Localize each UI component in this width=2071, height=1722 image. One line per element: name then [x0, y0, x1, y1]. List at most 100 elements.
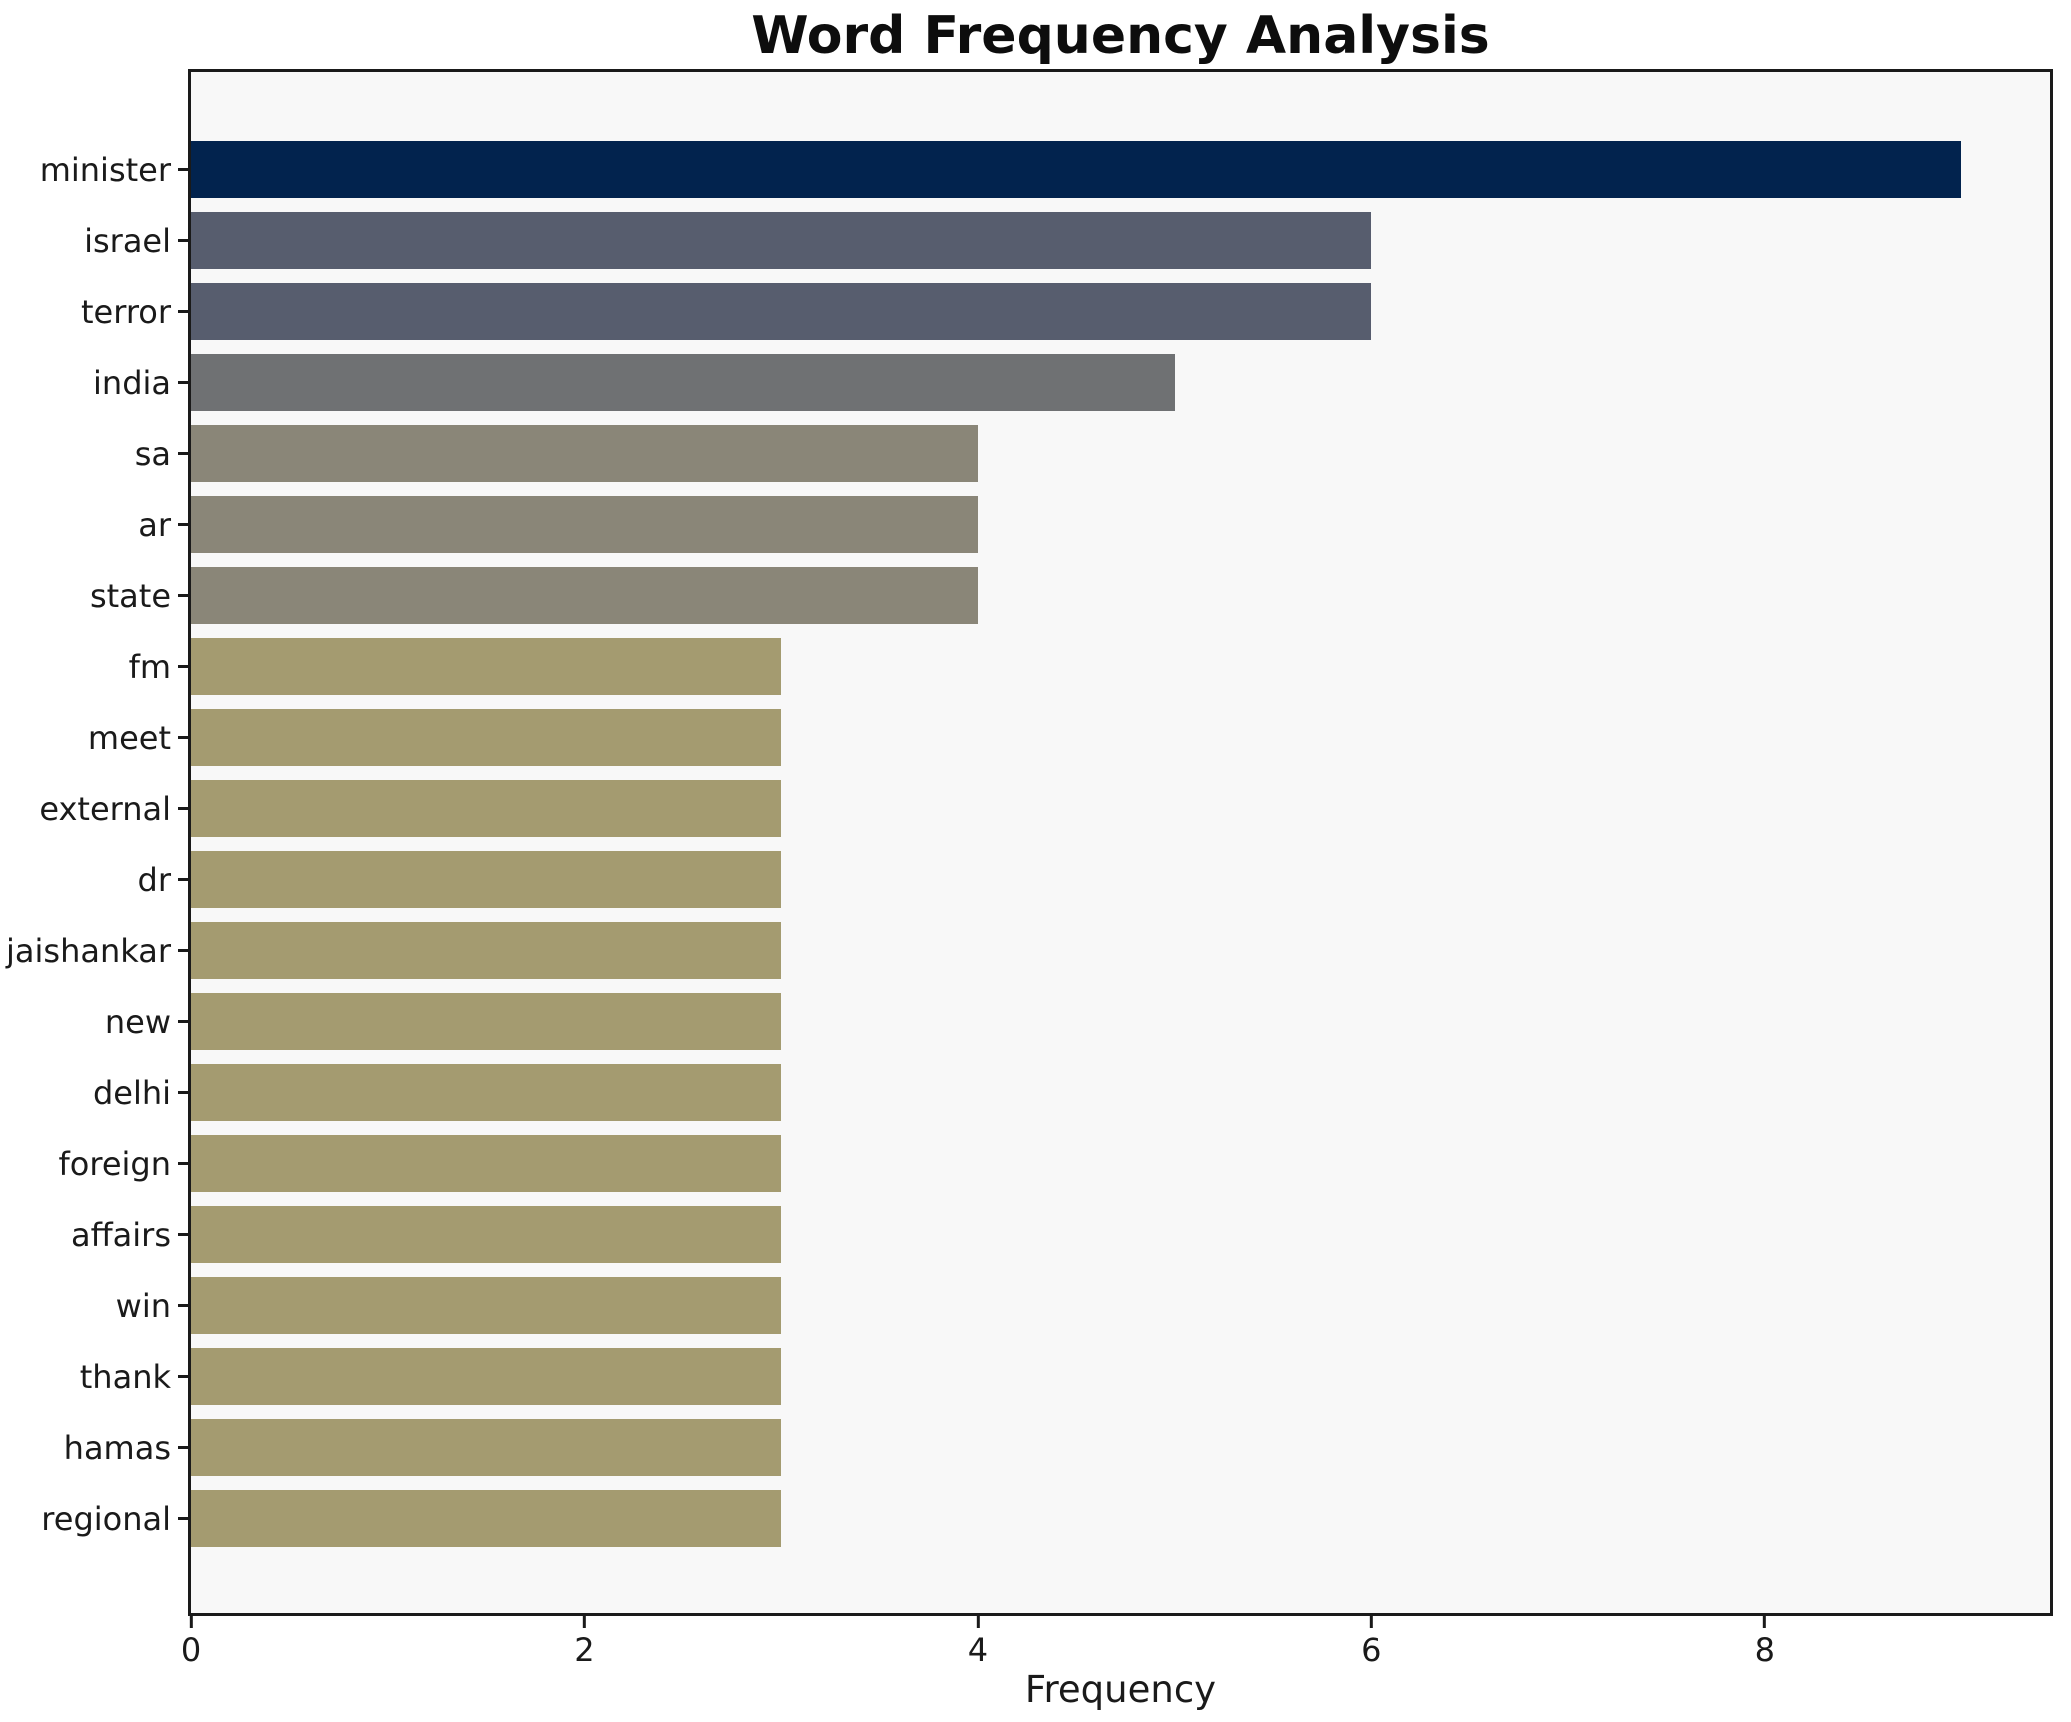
bar-thank	[191, 1348, 782, 1405]
chart-title: Word Frequency Analysis	[751, 6, 1490, 66]
bar-dr	[191, 851, 782, 908]
y-tick-mark	[178, 168, 188, 171]
bar-row	[191, 489, 2050, 560]
bar-row	[191, 276, 2050, 347]
bar-row	[191, 1341, 2050, 1412]
bar-row	[191, 205, 2050, 276]
y-tick-label: state	[89, 576, 171, 615]
bar-row	[191, 986, 2050, 1057]
x-tick-mark	[1763, 1616, 1767, 1628]
y-row: jaishankar	[0, 915, 188, 986]
y-tick-label: fm	[128, 647, 171, 686]
bar-row	[191, 1270, 2050, 1341]
bar-foreign	[191, 1135, 782, 1192]
y-tick-label: delhi	[92, 1073, 171, 1112]
y-row: minister	[0, 134, 188, 205]
bar-row	[191, 1483, 2050, 1554]
bar-external	[191, 780, 782, 837]
bar-row	[191, 915, 2050, 986]
bar-row	[191, 773, 2050, 844]
bar-new	[191, 993, 782, 1050]
x-axis: 0 2 4 6 8	[181, 1616, 2050, 1686]
y-row: terror	[0, 276, 188, 347]
y-row: fm	[0, 631, 188, 702]
y-row: meet	[0, 702, 188, 773]
y-tick-mark	[178, 949, 188, 952]
x-tick-label: 4	[967, 1631, 989, 1669]
x-tick-label: 0	[180, 1631, 202, 1669]
x-tick: 4	[968, 1616, 988, 1666]
x-tick-mark	[1369, 1616, 1373, 1628]
y-row: israel	[0, 205, 188, 276]
y-row: delhi	[0, 1057, 188, 1128]
y-axis-labels: minister israel terror india sa ar state fm meet…	[0, 72, 188, 1613]
bar-state	[191, 567, 978, 624]
y-tick-mark	[178, 452, 188, 455]
y-tick-label: minister	[39, 150, 171, 189]
bar-row	[191, 134, 2050, 205]
bar-sa	[191, 425, 978, 482]
y-tick-mark	[178, 1233, 188, 1236]
bar-fm	[191, 638, 782, 695]
bar-row	[191, 702, 2050, 773]
y-tick-label: affairs	[71, 1215, 171, 1254]
y-tick-label: dr	[137, 860, 171, 899]
bar-jaishankar	[191, 922, 782, 979]
bar-row	[191, 1199, 2050, 1270]
y-tick-mark	[178, 1304, 188, 1307]
bar-meet	[191, 709, 782, 766]
y-tick-label: win	[115, 1286, 171, 1325]
x-tick-mark	[976, 1616, 980, 1628]
x-tick-label: 2	[574, 1631, 595, 1669]
bar-row	[191, 1128, 2050, 1199]
bar-row	[191, 560, 2050, 631]
y-tick-label: jaishankar	[6, 931, 171, 970]
y-tick-mark	[178, 1375, 188, 1378]
bar-row	[191, 631, 2050, 702]
y-row: thank	[0, 1341, 188, 1412]
bar-row	[191, 844, 2050, 915]
y-tick-mark	[178, 1162, 188, 1165]
x-tick: 8	[1755, 1616, 1775, 1666]
y-tick-mark	[178, 523, 188, 526]
y-tick-label: hamas	[63, 1428, 171, 1467]
x-tick-label: 8	[1754, 1631, 1775, 1669]
y-tick-label: new	[104, 1002, 171, 1041]
x-tick: 6	[1361, 1616, 1381, 1666]
x-tick: 2	[574, 1616, 595, 1669]
bar-terror	[191, 283, 1372, 340]
y-tick-label: ar	[138, 505, 171, 544]
x-tick-label: 6	[1361, 1631, 1382, 1669]
y-row: external	[0, 773, 188, 844]
y-tick-mark	[178, 594, 188, 597]
x-tick: 0	[181, 1616, 201, 1666]
y-row: sa	[0, 418, 188, 489]
y-row: win	[0, 1270, 188, 1341]
bar-minister	[191, 141, 1962, 198]
x-tick-mark	[582, 1616, 586, 1628]
bar-hamas	[191, 1419, 782, 1476]
y-row: dr	[0, 844, 188, 915]
y-tick-label: external	[39, 789, 171, 828]
y-row: hamas	[0, 1412, 188, 1483]
y-row: regional	[0, 1483, 188, 1554]
bar-row	[191, 347, 2050, 418]
y-tick-label: israel	[84, 221, 171, 260]
bars	[191, 72, 2050, 1613]
y-tick-label: india	[93, 363, 171, 402]
plot-area	[188, 69, 2053, 1616]
bar-israel	[191, 212, 1372, 269]
y-tick-mark	[178, 239, 188, 242]
bar-regional	[191, 1490, 782, 1547]
y-row: foreign	[0, 1128, 188, 1199]
bar-row	[191, 1057, 2050, 1128]
y-row: new	[0, 986, 188, 1057]
y-tick-mark	[178, 1517, 188, 1520]
bar-row	[191, 418, 2050, 489]
y-row: state	[0, 560, 188, 631]
y-tick-mark	[178, 1020, 188, 1023]
bar-affairs	[191, 1206, 782, 1263]
y-tick-mark	[178, 1446, 188, 1449]
bar-ar	[191, 496, 978, 553]
y-tick-label: terror	[80, 292, 171, 331]
